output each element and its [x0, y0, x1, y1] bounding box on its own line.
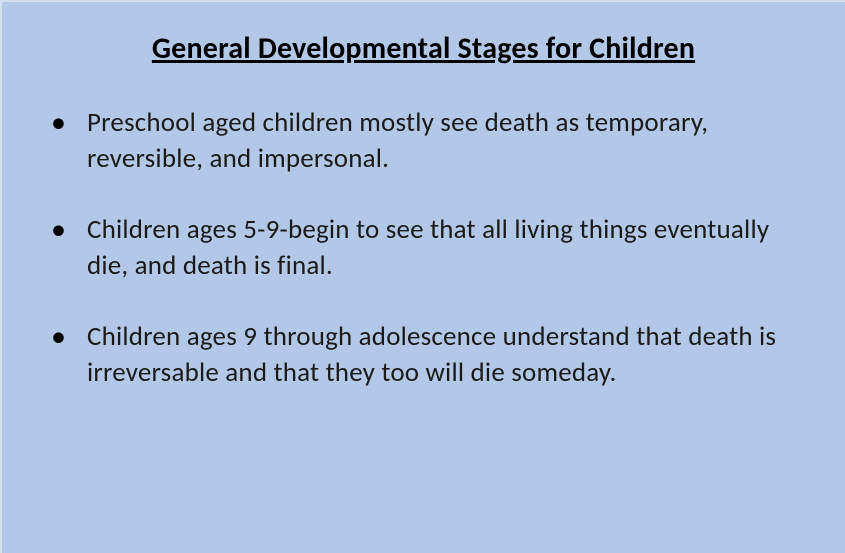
list-item: Children ages 5-9-begin to see that all …: [47, 212, 800, 285]
list-item: Preschool aged children mostly see death…: [47, 105, 800, 178]
slide-title: General Developmental Stages for Childre…: [47, 30, 800, 67]
list-item: Children ages 9 through adolescence unde…: [47, 319, 800, 392]
bullet-list: Preschool aged children mostly see death…: [47, 105, 800, 392]
